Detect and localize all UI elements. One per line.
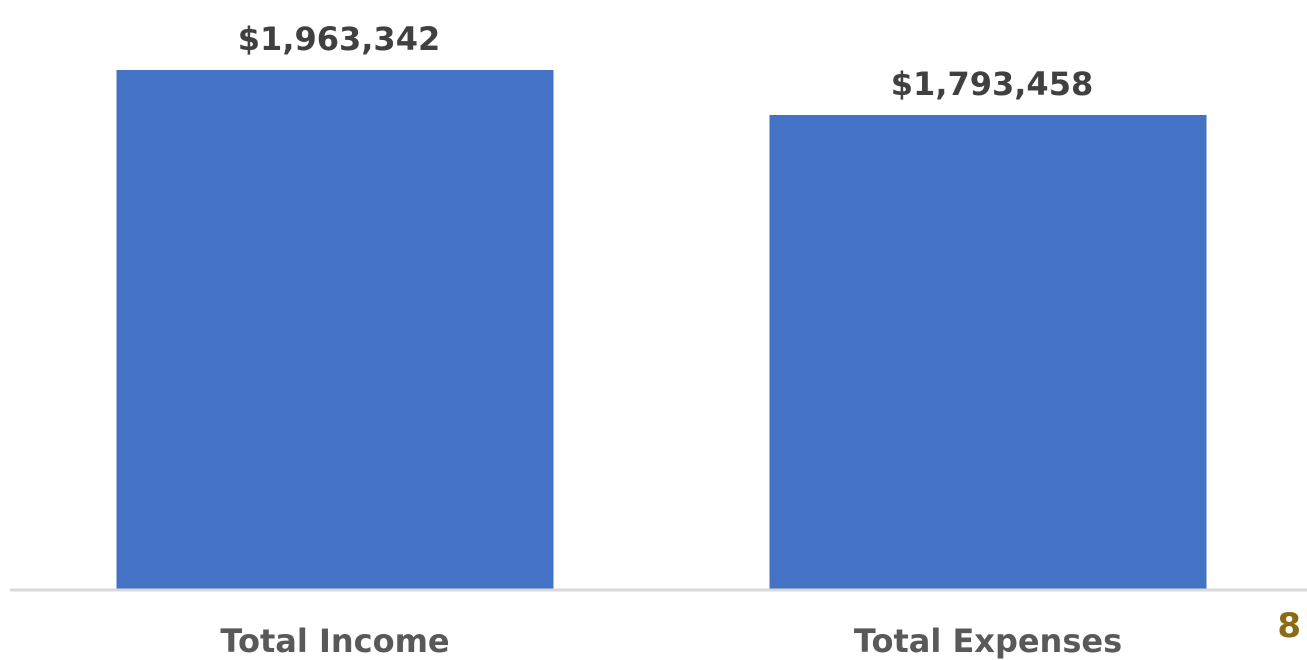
labels-group: $1,963,342 Total Income $1,793,458 Total Ex…: [220, 20, 1122, 660]
data-label: $1,963,342: [238, 20, 440, 58]
bars-group: [116, 70, 1207, 591]
page-number: 8: [1277, 606, 1301, 646]
category-label: Total Income: [220, 622, 449, 660]
data-label: $1,793,458: [891, 65, 1093, 103]
category-label: Total Expenses: [854, 622, 1122, 660]
bar-total-expenses: [769, 114, 1207, 591]
bar-total-income: [116, 70, 554, 590]
